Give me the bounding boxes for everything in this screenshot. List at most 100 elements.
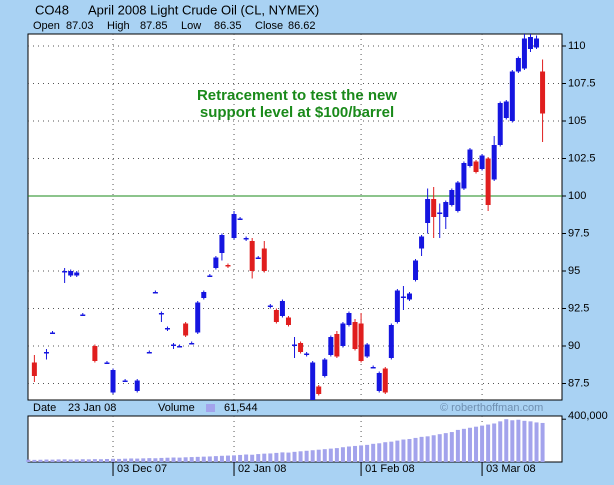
candle-body	[273, 310, 279, 322]
candle-body	[394, 290, 400, 322]
candle-body	[122, 380, 128, 382]
volume-bar	[486, 424, 491, 462]
candle-body	[328, 337, 334, 355]
candle-body	[304, 353, 310, 355]
volume-bar	[232, 455, 237, 462]
candle-body	[177, 346, 183, 348]
y-tick-label: 92.5	[568, 302, 589, 314]
volume-bar	[159, 457, 164, 462]
candle-body	[158, 313, 164, 315]
candle-body	[503, 101, 509, 118]
candle-body	[249, 241, 255, 271]
volume-bar	[522, 420, 527, 462]
volume-bar	[92, 459, 97, 462]
candle-body	[534, 38, 540, 48]
volume-bar	[455, 429, 460, 462]
volume-bar	[316, 449, 321, 462]
volume-bar	[298, 451, 303, 462]
y-tick-label: 105	[568, 115, 586, 127]
candle-body	[388, 325, 394, 358]
summary-value: 86.62	[288, 20, 316, 32]
candle-body	[455, 182, 461, 211]
candle-body	[449, 190, 455, 205]
volume-bar	[44, 459, 49, 462]
volume-bar	[383, 442, 388, 462]
cursor-volume-label: Volume	[158, 402, 195, 414]
volume-bar	[322, 449, 327, 462]
volume-bar	[353, 445, 358, 462]
volume-bar	[401, 439, 406, 462]
summary-value: 87.85	[140, 20, 168, 32]
candle-body	[231, 214, 237, 238]
volume-bar	[461, 428, 466, 462]
volume-bar	[498, 421, 503, 462]
volume-bar	[153, 458, 158, 462]
annotation: Retracement to test the new	[197, 87, 397, 104]
volume-bar	[310, 450, 315, 462]
volume-bar	[534, 422, 539, 462]
volume-bar	[286, 452, 291, 462]
chart-title: April 2008 Light Crude Oil (CL, NYMEX)	[88, 2, 319, 17]
volume-bar	[280, 452, 285, 462]
candle-body	[134, 380, 140, 391]
volume-bar	[213, 456, 218, 462]
candle-body	[437, 212, 443, 214]
volume-bar	[56, 459, 61, 462]
candle-body	[43, 352, 49, 354]
candle-body	[171, 344, 177, 346]
candle-body	[243, 238, 249, 240]
volume-bar	[467, 427, 472, 462]
candle-body	[74, 272, 80, 276]
volume-bar	[26, 459, 31, 462]
candle-body	[467, 149, 473, 166]
y-tick-label: 102.5	[568, 152, 596, 164]
volume-bar	[340, 447, 345, 462]
candle-body	[431, 199, 437, 217]
x-tick-label: 02 Jan 08	[238, 463, 286, 475]
y-tick-label: 107.5	[568, 77, 596, 89]
candle-body	[316, 386, 322, 394]
summary-label: Open	[33, 20, 60, 32]
summary-label: Close	[255, 20, 283, 32]
volume-bar	[183, 457, 188, 462]
candle-body	[292, 344, 298, 346]
volume-bar	[129, 458, 134, 462]
candle-body	[164, 328, 170, 330]
volume-bar	[359, 445, 364, 462]
y-tick-label: 97.5	[568, 227, 589, 239]
candle-body	[201, 292, 207, 298]
candle-body	[62, 271, 68, 273]
annotation: support level at $100/barrel	[200, 104, 394, 121]
volume-bar	[189, 457, 194, 462]
candle-body	[189, 343, 195, 345]
volume-bar	[443, 433, 448, 462]
candle-body	[152, 292, 158, 294]
volume-bar	[437, 434, 442, 462]
volume-bar	[425, 436, 430, 462]
candle-body	[473, 161, 479, 172]
cursor-volume: 61,544	[224, 402, 258, 414]
volume-bar	[244, 454, 249, 462]
candle-body	[425, 199, 431, 223]
x-tick-label: 03 Dec 07	[117, 463, 167, 475]
volume-bar	[171, 457, 176, 462]
volume-bar	[371, 443, 376, 462]
y-tick-label: 87.5	[568, 377, 589, 389]
candle-body	[310, 362, 316, 400]
volume-bar	[504, 419, 509, 462]
candle-body	[382, 368, 388, 393]
candle-body	[31, 362, 37, 376]
candle-body	[104, 362, 110, 364]
candle-body	[183, 323, 189, 336]
summary-value: 87.03	[66, 20, 94, 32]
candle-body	[376, 373, 382, 391]
candle-body	[50, 332, 56, 334]
candle-body	[261, 248, 267, 271]
volume-bar	[328, 448, 333, 462]
cursor-date: 23 Jan 08	[68, 402, 116, 414]
candle-body	[540, 71, 546, 114]
volume-bar	[377, 443, 382, 462]
candle-body	[491, 145, 497, 180]
